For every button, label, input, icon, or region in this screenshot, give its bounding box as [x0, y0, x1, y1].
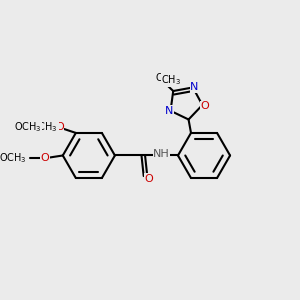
Text: N: N	[165, 106, 173, 116]
Text: O: O	[144, 174, 153, 184]
Text: NH: NH	[153, 149, 170, 159]
Text: OCH$_3$: OCH$_3$	[14, 121, 41, 134]
Text: CH$_3$: CH$_3$	[155, 71, 176, 85]
Text: O: O	[40, 153, 49, 163]
Text: OCH$_3$: OCH$_3$	[0, 151, 27, 165]
Text: CH$_3$: CH$_3$	[161, 73, 181, 86]
Text: OCH$_3$: OCH$_3$	[30, 121, 58, 134]
Text: O: O	[201, 101, 209, 111]
Text: N: N	[190, 82, 198, 92]
Text: O: O	[55, 122, 64, 132]
